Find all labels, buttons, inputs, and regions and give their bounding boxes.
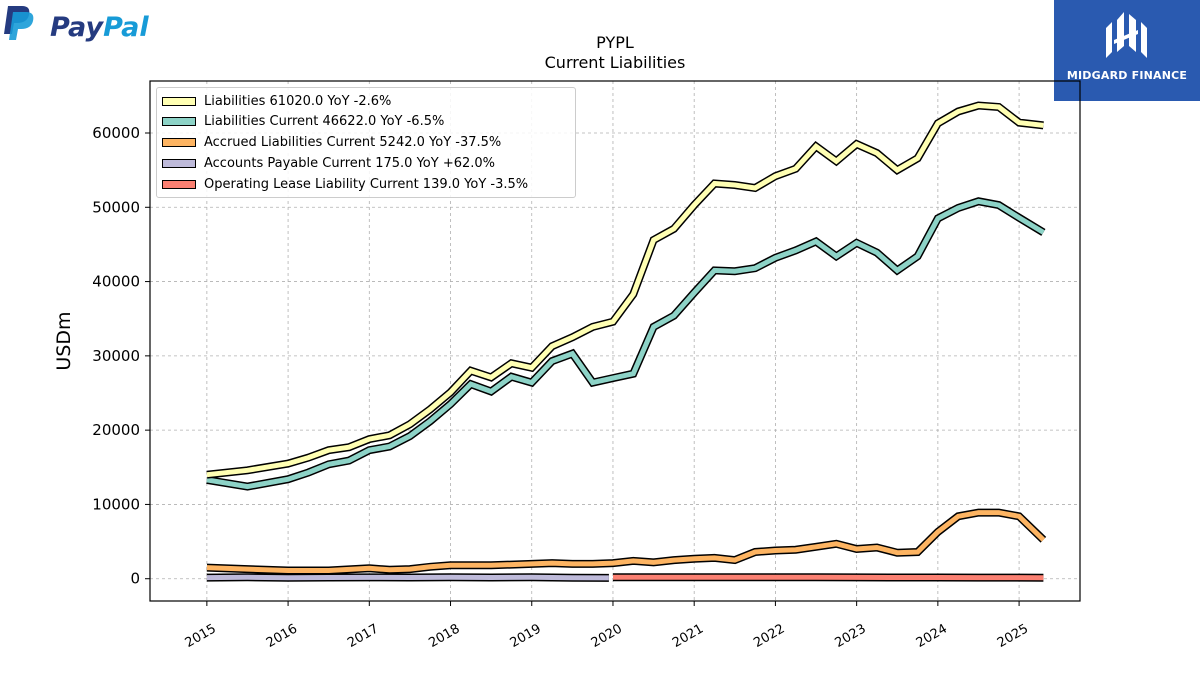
x-tick-label: 2020 xyxy=(589,621,625,651)
y-axis-label: USDm xyxy=(53,311,75,370)
y-tick-label: 50000 xyxy=(92,198,140,216)
legend-item-accounts-payable: Accounts Payable Current 175.0 YoY +62.0… xyxy=(162,155,495,171)
x-tick-label: 2016 xyxy=(264,621,300,651)
legend-item-accrued-liabilities: Accrued Liabilities Current 5242.0 YoY -… xyxy=(162,134,501,150)
series-accounts-payable-current-line xyxy=(206,574,609,581)
chart-title: PYPL xyxy=(596,33,634,52)
series-operating-lease-liability-current-line xyxy=(612,574,1044,581)
x-tick-label: 2017 xyxy=(345,621,381,651)
legend-swatch xyxy=(162,158,196,168)
x-tick-label: 2025 xyxy=(995,621,1031,651)
legend-item-liabilities: Liabilities 61020.0 YoY -2.6% xyxy=(162,93,391,109)
y-tick-label: 60000 xyxy=(92,124,140,142)
axes: 0 10000 20000 30000 40000 50000 60000 2015 2016 2… xyxy=(53,124,1031,651)
x-tick-label: 2021 xyxy=(670,621,706,651)
svg-text:PayPal: PayPal xyxy=(50,12,149,43)
series-liabilities-line xyxy=(206,102,1044,478)
y-tick-label: 30000 xyxy=(92,347,140,365)
paypal-logo: PayPal xyxy=(4,6,149,43)
series-liabilities-current-outline xyxy=(206,197,1046,491)
legend-label: Liabilities 61020.0 YoY -2.6% xyxy=(204,93,392,109)
x-tick-label: 2019 xyxy=(508,621,544,651)
legend-label: Liabilities Current 46622.0 YoY -6.5% xyxy=(204,113,445,129)
series-liabilities-current-line xyxy=(206,198,1045,490)
y-tick-label: 0 xyxy=(130,570,140,588)
series-accrued-liabilities-current-line xyxy=(206,510,1046,573)
y-tick-label: 20000 xyxy=(92,421,140,439)
legend-label: Operating Lease Liability Current 139.0 … xyxy=(204,176,529,192)
legend-item-liabilities-current: Liabilities Current 46622.0 YoY -6.5% xyxy=(162,113,444,129)
legend-item-operating-lease: Operating Lease Liability Current 139.0 … xyxy=(162,176,528,192)
midgard-finance-logo: MIDGARD FINANCE xyxy=(1054,0,1200,101)
series-layer xyxy=(206,101,1047,582)
midgard-logo-text: MIDGARD FINANCE xyxy=(1066,69,1188,82)
x-tick-label: 2022 xyxy=(751,621,787,651)
x-tick-label: 2015 xyxy=(183,621,219,651)
x-tick-label: 2023 xyxy=(832,621,868,651)
legend-swatch xyxy=(162,116,196,126)
legend-label: Accrued Liabilities Current 5242.0 YoY -… xyxy=(204,134,502,150)
legend: Liabilities 61020.0 YoY -2.6% Liabilitie… xyxy=(156,87,576,198)
x-tick-label: 2018 xyxy=(426,621,462,651)
plot-frame xyxy=(149,80,1081,602)
midgard-emblem-icon xyxy=(1106,12,1147,58)
y-tick-label: 10000 xyxy=(92,495,140,513)
y-tick-label: 40000 xyxy=(92,273,140,291)
legend-swatch xyxy=(162,96,196,106)
chart-subtitle: Current Liabilities xyxy=(544,53,686,72)
legend-label: Accounts Payable Current 175.0 YoY +62.0… xyxy=(204,155,496,171)
x-tick-label: 2024 xyxy=(914,621,950,651)
legend-swatch xyxy=(162,179,196,189)
legend-swatch xyxy=(162,137,196,147)
